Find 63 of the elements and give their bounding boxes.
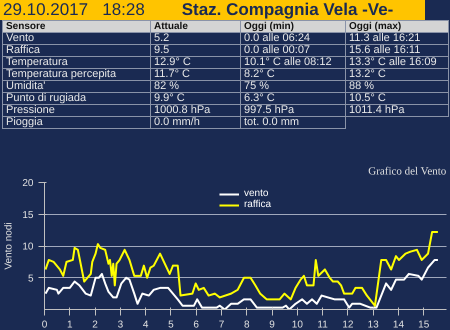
- text: 11.3 alle 16:21: [346, 32, 448, 44]
- text: 88 %: [346, 80, 448, 92]
- y-tick-label: 10: [22, 242, 34, 252]
- y-tick-label: 15: [22, 210, 34, 221]
- y-tick-label: 5: [28, 273, 34, 284]
- text: Temperatura: [2, 56, 150, 68]
- legend-label: vento: [244, 188, 268, 199]
- text: 0.0 mm/h: [150, 116, 240, 128]
- text: 15.6 alle 16:11: [346, 44, 448, 56]
- text: Raffica: [2, 44, 150, 56]
- x-tick-label: 13: [368, 320, 380, 330]
- text: Punto di rugiada: [2, 92, 150, 104]
- chart-title: Grafico del Vento: [368, 166, 447, 178]
- x-tick-label: 15: [418, 320, 430, 330]
- text: 11.7° C: [150, 68, 240, 80]
- text: Staz. Compagnia Vela -Ve-: [150, 0, 425, 20]
- x-tick-label: 3: [118, 320, 124, 330]
- text: Sensore: [2, 20, 150, 32]
- text: 1000.8 hPa: [150, 104, 240, 116]
- text: Umidita': [2, 80, 150, 92]
- x-tick-label: 7: [218, 320, 225, 330]
- x-tick-label: 14: [392, 320, 404, 330]
- text: 75 %: [240, 80, 346, 92]
- text: 12.9° C: [150, 56, 240, 68]
- x-tick-label: 11: [317, 320, 328, 330]
- text: 29.10.2017 18:28: [0, 0, 150, 20]
- line-series: [44, 258, 439, 310]
- text: Oggi (max): [346, 20, 448, 32]
- text: 0.0 alle 00:07: [240, 44, 346, 56]
- x-tick-label: 12: [342, 320, 354, 330]
- x-tick-label: 5: [168, 320, 174, 330]
- text: 997.5 hPa: [240, 104, 346, 116]
- text: 8.2° C: [240, 68, 346, 80]
- x-tick-label: 6: [193, 320, 200, 330]
- text: Attuale: [150, 20, 240, 32]
- text: 13.2° C: [346, 68, 448, 80]
- text: 5.2: [150, 32, 240, 44]
- text: 0.0 alle 06:24: [240, 32, 346, 44]
- x-tick-label: 1: [67, 320, 73, 330]
- text: 10.5° C: [346, 92, 448, 104]
- y-axis-title: Vento nodi: [3, 222, 14, 270]
- x-tick-label: 2: [92, 320, 98, 330]
- text: 9.5: [150, 44, 240, 56]
- text: 10.1° C alle 08:12: [240, 56, 346, 68]
- text: Temperatura percepita: [2, 68, 150, 80]
- text: 9.9° C: [150, 92, 240, 104]
- text: 82 %: [150, 80, 240, 92]
- text: 6.3° C: [240, 92, 346, 104]
- text: Pioggia: [2, 116, 150, 128]
- text: 13.3° C alle 16:09: [346, 56, 448, 68]
- x-tick-label: 8: [244, 320, 250, 330]
- x-tick-label: 0: [42, 320, 48, 330]
- line-series: [44, 231, 439, 307]
- y-tick-label: 20: [22, 178, 34, 189]
- x-tick-label: 10: [292, 320, 304, 330]
- text: tot. 0.0 mm: [240, 116, 346, 128]
- text: Vento: [2, 32, 150, 44]
- legend-label: raffica: [244, 199, 272, 210]
- x-tick-label: 9: [269, 320, 276, 330]
- text: Oggi (min): [240, 20, 346, 32]
- x-tick-label: 4: [142, 320, 149, 330]
- text: 1011.4 hPa: [346, 104, 448, 116]
- text: Pressione: [2, 104, 150, 116]
